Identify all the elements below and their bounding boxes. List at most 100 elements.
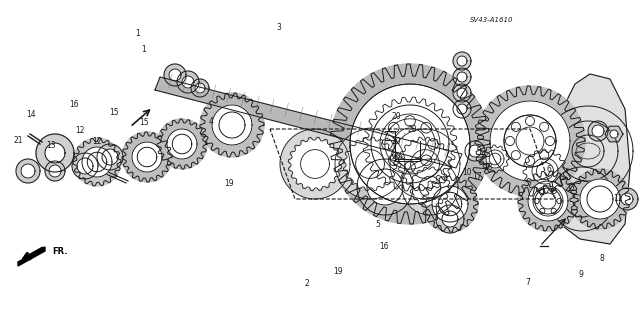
Text: 20: 20 <box>392 112 402 121</box>
Text: 8: 8 <box>599 254 604 263</box>
Circle shape <box>432 186 468 222</box>
Circle shape <box>72 153 98 179</box>
Circle shape <box>77 158 93 174</box>
Circle shape <box>167 129 197 159</box>
Polygon shape <box>157 119 207 169</box>
Circle shape <box>49 165 61 177</box>
Text: 20: 20 <box>408 125 418 134</box>
Text: 3: 3 <box>276 23 281 32</box>
Text: 15: 15 <box>109 108 119 117</box>
Circle shape <box>97 144 123 170</box>
Circle shape <box>490 101 570 181</box>
Circle shape <box>588 121 608 141</box>
Polygon shape <box>605 126 623 142</box>
Circle shape <box>367 169 403 205</box>
Text: 16: 16 <box>379 242 389 251</box>
Circle shape <box>528 181 568 221</box>
Text: 17: 17 <box>472 172 482 181</box>
Circle shape <box>504 115 556 167</box>
Circle shape <box>481 145 509 173</box>
Circle shape <box>380 114 440 174</box>
Circle shape <box>36 134 74 172</box>
Text: 21: 21 <box>13 137 22 145</box>
Circle shape <box>570 169 630 229</box>
Circle shape <box>291 140 339 188</box>
Text: 17: 17 <box>566 184 576 193</box>
Text: 5: 5 <box>375 220 380 229</box>
Circle shape <box>453 68 471 86</box>
Circle shape <box>516 127 544 155</box>
Polygon shape <box>481 145 509 173</box>
Polygon shape <box>18 247 45 266</box>
Circle shape <box>453 100 471 118</box>
Circle shape <box>486 150 504 168</box>
Text: 9: 9 <box>579 270 584 279</box>
Circle shape <box>82 147 112 177</box>
Text: 12: 12 <box>76 126 84 135</box>
Circle shape <box>346 140 394 188</box>
Text: 19: 19 <box>224 179 234 188</box>
Circle shape <box>357 159 413 215</box>
Text: 10: 10 <box>462 168 472 177</box>
Circle shape <box>177 71 199 93</box>
Circle shape <box>164 64 186 86</box>
Circle shape <box>453 52 471 70</box>
Polygon shape <box>475 86 585 196</box>
Circle shape <box>401 140 449 188</box>
Circle shape <box>442 211 458 227</box>
Circle shape <box>350 84 470 204</box>
Circle shape <box>132 142 162 172</box>
Polygon shape <box>330 64 490 224</box>
Circle shape <box>621 193 633 205</box>
Text: 1: 1 <box>135 29 140 38</box>
Polygon shape <box>555 74 630 244</box>
Circle shape <box>457 72 467 82</box>
Text: 6: 6 <box>547 165 552 174</box>
Circle shape <box>21 164 35 178</box>
Polygon shape <box>73 138 121 186</box>
Circle shape <box>533 186 563 216</box>
Text: 12: 12 <box>93 137 102 146</box>
Circle shape <box>368 102 452 186</box>
Text: 7: 7 <box>525 278 531 287</box>
Polygon shape <box>523 149 567 193</box>
Polygon shape <box>155 77 462 168</box>
Text: 14: 14 <box>26 110 36 119</box>
Circle shape <box>532 158 558 184</box>
Polygon shape <box>422 176 478 232</box>
Circle shape <box>412 169 448 205</box>
Circle shape <box>157 119 207 169</box>
Circle shape <box>457 88 467 98</box>
Circle shape <box>592 125 604 137</box>
Text: 20: 20 <box>392 137 402 146</box>
Circle shape <box>616 188 638 210</box>
Circle shape <box>402 159 458 215</box>
Circle shape <box>523 149 567 193</box>
Circle shape <box>390 129 460 199</box>
Text: 18: 18 <box>483 163 492 172</box>
Circle shape <box>330 64 490 224</box>
Text: 19: 19 <box>333 267 343 276</box>
Circle shape <box>610 130 618 138</box>
Circle shape <box>394 128 426 160</box>
Circle shape <box>422 176 478 232</box>
Circle shape <box>453 84 471 102</box>
Polygon shape <box>122 132 172 182</box>
Polygon shape <box>200 93 264 157</box>
Circle shape <box>16 159 40 183</box>
Text: 15: 15 <box>139 118 149 127</box>
Circle shape <box>335 129 405 199</box>
Text: 16: 16 <box>68 100 79 109</box>
Circle shape <box>195 83 205 93</box>
Text: 4: 4 <box>209 117 214 126</box>
Polygon shape <box>570 169 630 229</box>
Circle shape <box>457 56 467 66</box>
Polygon shape <box>518 171 578 231</box>
Text: 20: 20 <box>392 152 402 161</box>
Circle shape <box>475 86 585 196</box>
Circle shape <box>169 69 181 81</box>
Circle shape <box>540 193 556 209</box>
Circle shape <box>469 145 481 157</box>
Text: 2: 2 <box>305 279 310 288</box>
Circle shape <box>191 79 209 97</box>
